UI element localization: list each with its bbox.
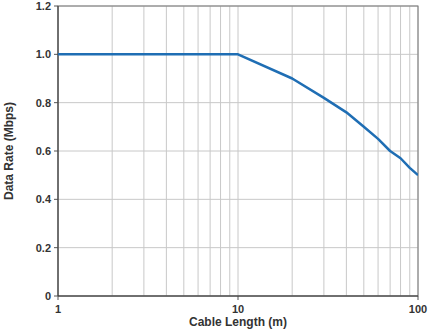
- y-grid-line: [58, 296, 418, 297]
- grid: [58, 6, 418, 296]
- x-tick: [418, 296, 419, 300]
- chart-svg: 1 10 100 0 0.2 0.4 0.6 0.8 1.0 1.2 Cable Length (m…: [0, 0, 435, 332]
- data-line: [58, 54, 418, 175]
- y-tick: [54, 296, 58, 297]
- y-tick: [54, 54, 58, 55]
- y-tick-label: 0.8: [36, 97, 51, 109]
- y-tick: [54, 151, 58, 152]
- y-tick: [54, 199, 58, 200]
- x-tick: [58, 296, 59, 300]
- y-grid-line: [58, 199, 418, 200]
- y-tick-label: 0: [45, 290, 51, 302]
- y-grid-line: [58, 151, 418, 152]
- y-tick: [54, 247, 58, 248]
- y-tick-label: 0.6: [36, 145, 51, 157]
- x-axis: [58, 296, 418, 297]
- x-tick-label: 1: [55, 303, 61, 315]
- y-grid-line: [58, 102, 418, 103]
- y-grid-line: [58, 247, 418, 248]
- y-tick-label: 0.4: [36, 193, 52, 205]
- x-tick: [238, 296, 239, 300]
- y-tick: [54, 102, 58, 103]
- y-tick-label: 1.0: [36, 48, 51, 60]
- y-tick-label: 0.2: [36, 242, 51, 254]
- plot-frame: [58, 6, 418, 296]
- x-grid-line: [58, 6, 59, 296]
- y-axis: [58, 6, 59, 296]
- x-axis-title: Cable Length (m): [189, 315, 287, 329]
- x-tick-label: 10: [232, 303, 244, 315]
- y-tick: [54, 6, 58, 7]
- y-axis-title: Data Rate (Mbps): [2, 102, 16, 200]
- x-tick-label: 100: [409, 303, 427, 315]
- plot-data: [58, 54, 418, 175]
- chart: 1 10 100 0 0.2 0.4 0.6 0.8 1.0 1.2 Cable Length (m…: [0, 0, 435, 332]
- y-tick-label: 1.2: [36, 0, 51, 12]
